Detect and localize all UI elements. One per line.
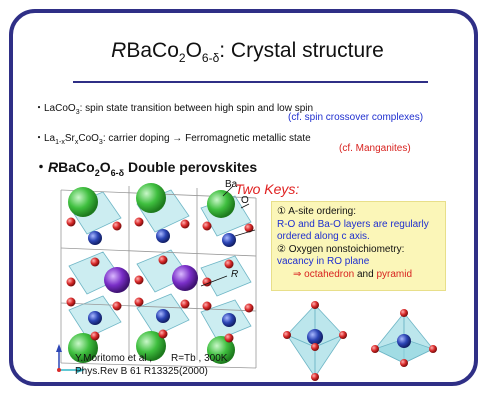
key1-title: ① A-site ordering: xyxy=(277,206,356,217)
lacoo3-note: (cf. spin crossover complexes) xyxy=(288,112,424,123)
title-o: O xyxy=(185,39,202,62)
key2-pyramid: pyramid xyxy=(376,268,413,280)
label-o: O xyxy=(241,195,249,206)
title-r: R xyxy=(111,39,127,62)
key2-shapes-line: ⇒ octahedron and pyramid xyxy=(277,269,440,282)
lasr-la: La xyxy=(44,133,56,144)
slide-title: RBaCo2O6-δ: Crystal structure xyxy=(13,39,474,66)
lasr-note: (cf. Manganites) xyxy=(339,143,411,154)
bullet-lasr: ・La1-xSrxCoO3: carrier doping → Ferromag… xyxy=(34,129,311,146)
lasr-sub2: x xyxy=(74,139,79,146)
credit-sample: R=Tb , 300K xyxy=(171,353,228,364)
bullet-mark: ・ xyxy=(34,159,48,175)
key1-body-1: R-O and Ba-O layers are regularly xyxy=(277,218,429,230)
label-r: R xyxy=(231,269,239,280)
section-sub-6d: 6-δ xyxy=(110,167,125,178)
octahedron-illustration xyxy=(283,301,347,381)
bullet-mark: ・ xyxy=(34,133,44,144)
title-suffix: : Crystal structure xyxy=(219,39,384,62)
lacoo3-formula: LaCoO xyxy=(44,103,76,114)
lacoo3-text: : spin state transition between high spi… xyxy=(79,103,314,114)
key2-arrow: ⇒ xyxy=(293,268,302,280)
bullet-mark: ・ xyxy=(34,103,44,114)
lasr-sr: Sr xyxy=(64,133,75,144)
two-keys-box: ① A-site ordering: R-O and Ba-O layers a… xyxy=(271,201,446,291)
bullet-lacoo3: ・LaCoO3: spin state transition between h… xyxy=(34,99,313,116)
title-sub-2: 2 xyxy=(178,51,186,66)
r-atoms xyxy=(104,265,198,293)
ba-atoms xyxy=(68,183,235,364)
label-ba: Ba xyxy=(225,179,238,190)
pyramid-illustration xyxy=(371,309,437,367)
key2-body: vacancy in RO plane xyxy=(277,256,370,267)
section-o: O xyxy=(99,159,111,175)
credit-author: Y.Moritomo et al , xyxy=(75,353,153,364)
axes-indicator-icon xyxy=(56,344,85,373)
section-r: R xyxy=(48,159,59,175)
lasr-sub1: 1-x xyxy=(55,139,65,146)
section-sub-2: 2 xyxy=(94,167,100,178)
lasr-coo: CoO xyxy=(78,133,99,144)
key1-body-2: ordered along c axis. xyxy=(277,231,370,242)
title-underline xyxy=(73,81,428,83)
lasr-sub3: 3 xyxy=(98,139,103,146)
two-keys-heading: Two Keys: xyxy=(235,181,300,197)
section-baco: BaCo xyxy=(58,159,95,175)
slide: RBaCo2O6-δ: Crystal structure ・LaCoO3: s… xyxy=(9,9,478,386)
title-baco: BaCo xyxy=(126,39,179,62)
title-sub-6d: 6-δ xyxy=(201,51,220,66)
key2-octahedron: octahedron xyxy=(304,268,355,280)
crystal-structure-illustration xyxy=(56,183,257,373)
lacoo3-sub: 3 xyxy=(75,109,80,116)
section-rest: Double perovskites xyxy=(124,159,258,175)
o-atoms xyxy=(66,217,254,343)
section-heading: ・RBaCo2O6-δ Double perovskites xyxy=(34,157,257,178)
key2-and: and xyxy=(357,268,374,280)
credit-reference: Phys.Rev B 61 R13325(2000) xyxy=(75,366,208,377)
key2-title: ② Oxygen nonstoichiometry: xyxy=(277,243,405,255)
lasr-text: : carrier doping → Ferromagnetic metalli… xyxy=(102,133,311,144)
co-atoms xyxy=(88,229,236,327)
label-leaders xyxy=(200,185,256,287)
